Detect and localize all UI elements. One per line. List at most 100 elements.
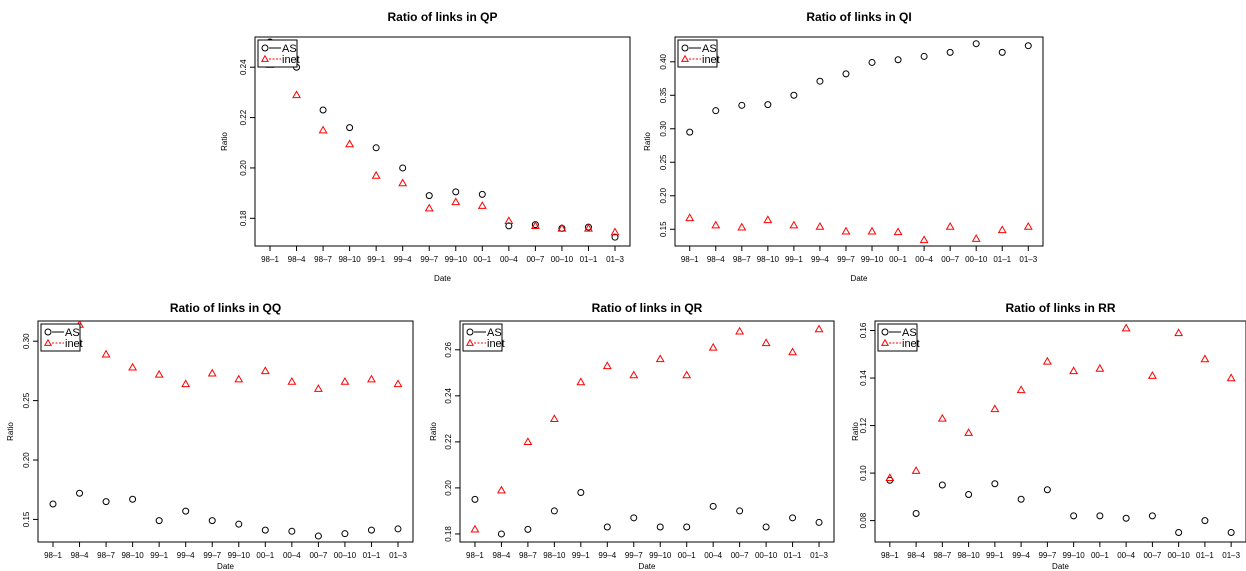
chart-qi-point-inet: [921, 236, 928, 242]
chart-qq-point-inet: [394, 380, 401, 386]
chart-qi-point-inet: [686, 214, 693, 220]
chart-qq-x-tick-label: 99–1: [150, 551, 168, 560]
chart-qq-point-as: [368, 527, 374, 533]
chart-qq-x-axis-label: Date: [217, 562, 234, 571]
chart-qq-x-tick-label: 00–7: [309, 551, 327, 560]
chart-qq-point-as: [183, 508, 189, 514]
chart-qp-point-inet: [479, 202, 486, 208]
chart-qi-x-axis-label: Date: [851, 274, 868, 283]
chart-qq-point-as: [262, 527, 268, 533]
chart-qr-point-inet: [577, 378, 584, 384]
chart-qi-point-as: [765, 102, 771, 108]
chart-qi-x-tick-label: 99–10: [861, 255, 884, 264]
chart-qq-point-inet: [288, 378, 295, 384]
chart-qp-point-inet: [319, 127, 326, 133]
chart-qr-x-tick-label: 98–10: [543, 551, 566, 560]
chart-qp-x-tick-label: 01–1: [580, 255, 598, 264]
chart-qr-x-tick-label: 99–1: [572, 551, 590, 560]
chart-qr-y-axis-label: Ratio: [429, 422, 438, 441]
chart-qq: Ratio of links in QQ98–1 98–4 98–7 98–10 99–…: [6, 301, 413, 571]
chart-qp-legend-label-inet: inet: [282, 54, 300, 66]
chart-qp-point-inet: [373, 172, 380, 178]
chart-qq-point-as: [103, 499, 109, 505]
chart-qp-point-as: [373, 145, 379, 151]
chart-qi-point-inet: [712, 222, 719, 228]
chart-qq-point-as: [209, 518, 215, 524]
chart-qr-legend-label-inet: inet: [487, 338, 505, 350]
chart-qp-x-tick-label: 99–1: [367, 255, 385, 264]
chart-qr-point-as: [684, 524, 690, 530]
chart-qp-x-tick-label: 00–1: [473, 255, 491, 264]
chart-qi-x-tick-label: 98–7: [733, 255, 751, 264]
chart-qr-point-as: [525, 526, 531, 532]
chart-qi-point-as: [947, 49, 953, 55]
chart-qp-y-axis-label: Ratio: [220, 132, 229, 151]
chart-qq-x-tick-label: 00–4: [283, 551, 301, 560]
chart-qq-x-tick-label: 99–4: [177, 551, 195, 560]
chart-qi-point-inet: [816, 223, 823, 229]
chart-qq-point-inet: [235, 376, 242, 382]
chart-qq-plot-frame: [38, 321, 413, 542]
chart-qq-legend-label-inet: inet: [65, 338, 83, 350]
chart-qr-x-tick-label: 98–1: [466, 551, 484, 560]
chart-rr-x-tick-label: 99–7: [1038, 551, 1056, 560]
chart-rr-y-tick-label: 0.12: [859, 417, 868, 433]
chart-qi-point-inet: [738, 224, 745, 230]
chart-qr-plot-frame: [460, 321, 834, 542]
chart-qr: Ratio of links in QR98–1 98–4 98–7 98–10 99–…: [429, 301, 834, 571]
chart-qp-point-as: [426, 193, 432, 199]
chart-qp-point-inet: [452, 198, 459, 204]
chart-qr-x-tick-label: 00–4: [704, 551, 722, 560]
chart-qi-point-as: [869, 59, 875, 65]
chart-qi-x-tick-label: 00–10: [965, 255, 988, 264]
chart-qr-point-inet: [710, 344, 717, 350]
chart-qr-x-tick-label: 98–4: [493, 551, 511, 560]
chart-qp-point-as: [320, 107, 326, 113]
chart-rr-x-axis-label: Date: [1052, 562, 1069, 571]
chart-qr-point-inet: [683, 371, 690, 377]
chart-qr-point-inet: [630, 371, 637, 377]
chart-rr-point-inet: [1096, 365, 1103, 371]
chart-qi-x-tick-label: 99–1: [785, 255, 803, 264]
chart-rr-x-tick-label: 00–7: [1143, 551, 1161, 560]
chart-qp-point-inet: [399, 179, 406, 185]
chart-rr-point-inet: [965, 429, 972, 435]
chart-qp-x-tick-label: 00–4: [500, 255, 518, 264]
chart-qi-plot-frame: [675, 37, 1043, 246]
chart-qi-y-axis-label: Ratio: [643, 132, 652, 151]
chart-qr-x-axis-label: Date: [639, 562, 656, 571]
chart-qr-x-tick-label: 99–4: [598, 551, 616, 560]
chart-rr-x-tick-label: 98–7: [933, 551, 951, 560]
chart-qp-point-as: [453, 189, 459, 195]
chart-qq-x-tick-label: 98–7: [97, 551, 115, 560]
chart-qq-x-tick-label: 99–10: [228, 551, 251, 560]
chart-qr-point-as: [737, 508, 743, 514]
chart-qi-point-inet: [947, 223, 954, 229]
chart-rr-point-as: [966, 491, 972, 497]
chart-qi-point-as: [1025, 43, 1031, 49]
chart-qr-point-inet: [789, 348, 796, 354]
chart-qi-point-as: [843, 71, 849, 77]
chart-qq-point-as: [342, 531, 348, 537]
chart-qr-point-inet: [471, 526, 478, 532]
chart-qr-point-inet: [551, 415, 558, 421]
chart-qq-point-inet: [368, 376, 375, 382]
chart-qi-legend-label-inet: inet: [702, 54, 720, 66]
chart-rr-x-tick-label: 00–1: [1091, 551, 1109, 560]
chart-rr-point-as: [939, 482, 945, 488]
chart-qp-point-inet: [293, 91, 300, 97]
chart-rr-x-tick-label: 98–10: [957, 551, 980, 560]
chart-qr-point-inet: [604, 362, 611, 368]
chart-qr-x-tick-label: 01–3: [810, 551, 828, 560]
chart-qp-point-inet: [426, 205, 433, 211]
chart-qr-point-inet: [524, 438, 531, 444]
chart-qr-x-tick-label: 00–1: [678, 551, 696, 560]
chart-qq-x-tick-label: 00–10: [334, 551, 357, 560]
chart-rr-y-axis-label: Ratio: [851, 422, 860, 441]
chart-rr-y-tick-label: 0.10: [859, 465, 868, 481]
chart-rr-point-as: [1097, 513, 1103, 519]
chart-qr-x-tick-label: 00–7: [731, 551, 749, 560]
chart-qr-point-as: [657, 524, 663, 530]
